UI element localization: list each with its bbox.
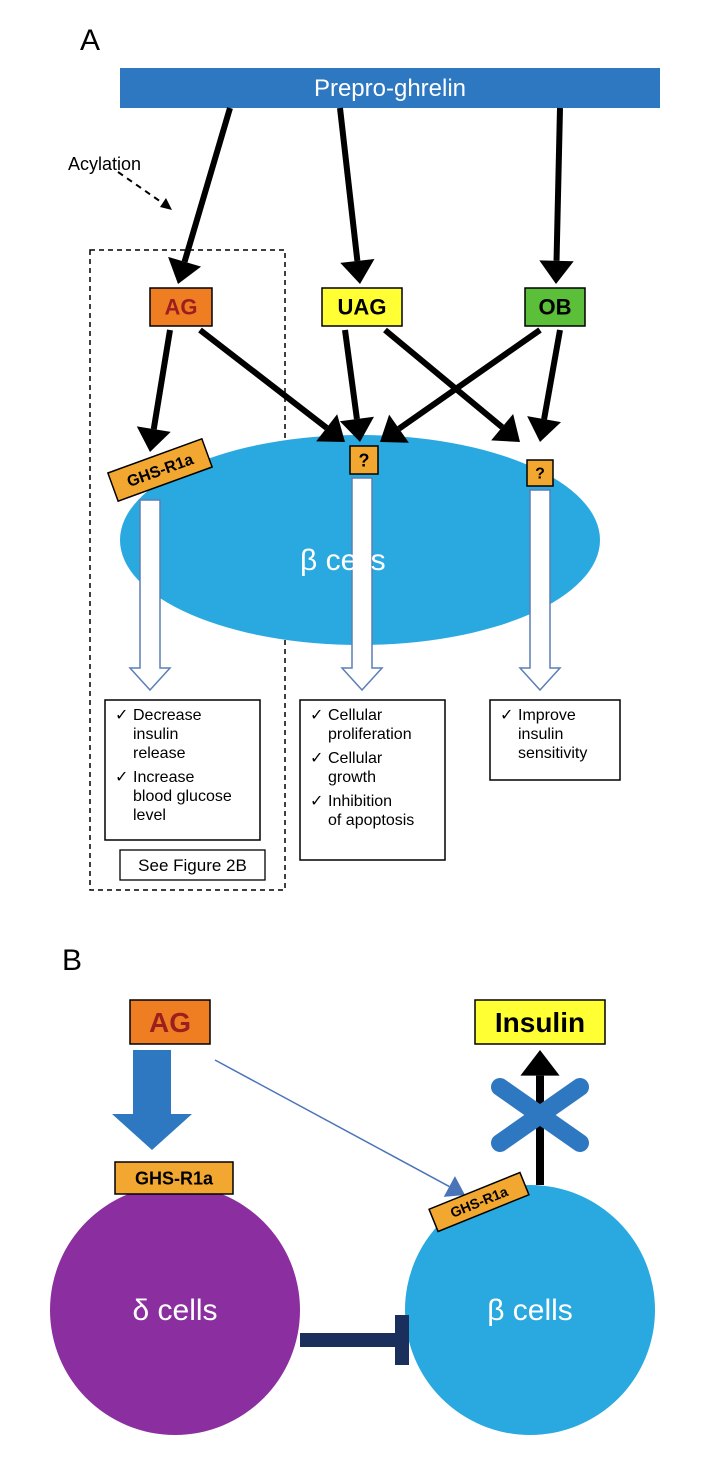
svg-text:β cells: β cells bbox=[487, 1294, 573, 1327]
svg-text:✓: ✓ bbox=[310, 707, 323, 724]
svg-text:Decrease: Decrease bbox=[133, 707, 202, 724]
svg-text:sensitivity: sensitivity bbox=[518, 745, 587, 762]
ag-box: AG bbox=[150, 288, 212, 326]
svg-text:Inhibition: Inhibition bbox=[328, 793, 392, 810]
acylation-label: Acylation bbox=[68, 154, 141, 174]
panel-b: Bδ cellsβ cellsGHS-R1aGHS-R1aAGInsulin bbox=[50, 944, 655, 1435]
svg-text:?: ? bbox=[535, 466, 545, 483]
svg-text:Insulin: Insulin bbox=[495, 1007, 585, 1038]
ob-box: OB bbox=[525, 288, 585, 326]
svg-text:GHS-R1a: GHS-R1a bbox=[135, 1168, 214, 1188]
svg-text:AG: AG bbox=[149, 1007, 191, 1038]
svg-text:Increase: Increase bbox=[133, 769, 194, 786]
svg-text:UAG: UAG bbox=[338, 295, 387, 320]
svg-text:✓: ✓ bbox=[310, 750, 323, 767]
svg-text:✓: ✓ bbox=[115, 769, 128, 786]
svg-text:Improve: Improve bbox=[518, 707, 576, 724]
svg-text:See Figure 2B: See Figure 2B bbox=[138, 856, 247, 875]
ag-to-delta-arrow bbox=[112, 1050, 192, 1150]
panel-a: APrepro-ghrelinAcylationβ cellsAGUAGOBGH… bbox=[68, 24, 660, 890]
svg-text:Prepro-ghrelin: Prepro-ghrelin bbox=[314, 75, 466, 102]
svg-text:✓: ✓ bbox=[310, 793, 323, 810]
svg-text:proliferation: proliferation bbox=[328, 726, 412, 743]
ghsr1a-delta: GHS-R1a bbox=[115, 1162, 233, 1194]
svg-text:✓: ✓ bbox=[500, 707, 513, 724]
outcome-box: ✓ Improve insulin sensitivity bbox=[490, 700, 620, 780]
uag-box: UAG bbox=[322, 288, 402, 326]
svg-text:growth: growth bbox=[328, 769, 376, 786]
svg-text:OB: OB bbox=[539, 295, 572, 320]
ag-box-b: AG bbox=[130, 1000, 210, 1044]
svg-text:insulin: insulin bbox=[518, 726, 563, 743]
svg-text:of apoptosis: of apoptosis bbox=[328, 812, 414, 829]
svg-text:β cells: β cells bbox=[300, 544, 386, 577]
svg-text:A: A bbox=[80, 24, 100, 57]
svg-text:?: ? bbox=[359, 450, 370, 470]
svg-text:insulin: insulin bbox=[133, 726, 178, 743]
svg-text:Cellular: Cellular bbox=[328, 707, 383, 724]
svg-text:Cellular: Cellular bbox=[328, 750, 383, 767]
svg-text:blood glucose: blood glucose bbox=[133, 788, 232, 805]
insulin-box: Insulin bbox=[475, 1000, 605, 1044]
unknown-receptor-2: ? bbox=[527, 460, 553, 486]
svg-text:✓: ✓ bbox=[115, 707, 128, 724]
svg-text:level: level bbox=[133, 807, 166, 824]
outcome-box: ✓ Cellular proliferation ✓ Cellular growth ✓ In… bbox=[300, 700, 445, 860]
svg-text:B: B bbox=[62, 944, 82, 977]
outcome-box: ✓ Decrease insulin release ✓ Increase blood gl… bbox=[105, 700, 260, 840]
svg-text:release: release bbox=[133, 745, 186, 762]
svg-text:δ cells: δ cells bbox=[132, 1294, 217, 1327]
svg-text:AG: AG bbox=[165, 295, 198, 320]
unknown-receptor-1: ? bbox=[350, 446, 378, 474]
